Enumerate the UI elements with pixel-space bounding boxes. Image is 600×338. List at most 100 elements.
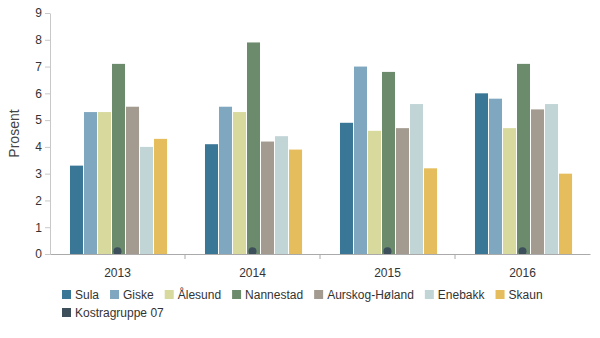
tick-mark xyxy=(45,227,50,228)
tick: 4 xyxy=(35,140,50,154)
legend-item: Giske xyxy=(110,288,154,302)
legend-label: Kostragruppe 07 xyxy=(75,306,164,320)
tick: 1 xyxy=(35,221,50,235)
marker xyxy=(384,247,392,254)
legend: Sula Giske Ålesund Nannestad Aurskog-Høland E… xyxy=(62,287,543,320)
tick: 2016 xyxy=(509,254,536,280)
tick: 3 xyxy=(35,167,50,181)
legend-swatch xyxy=(62,308,71,317)
bar xyxy=(154,139,167,254)
bar xyxy=(126,107,139,254)
bar xyxy=(382,72,395,254)
tick: 2 xyxy=(35,194,50,208)
bar xyxy=(205,144,218,254)
legend-swatch xyxy=(165,290,174,299)
tick-mark xyxy=(45,174,50,175)
bar xyxy=(410,104,423,254)
tick: 5 xyxy=(35,113,50,127)
marker xyxy=(519,247,527,254)
tick: 8 xyxy=(35,33,50,47)
tick-mark xyxy=(45,93,50,94)
bar xyxy=(140,147,153,254)
tick-mark xyxy=(45,13,50,14)
bar xyxy=(247,42,260,254)
tick-label: 2015 xyxy=(374,266,401,280)
tick-mark xyxy=(45,147,50,148)
legend-item: Kostragruppe 07 xyxy=(62,306,164,320)
tick-mark xyxy=(45,67,50,68)
legend-item: Ålesund xyxy=(165,287,221,302)
legend-swatch xyxy=(232,290,241,299)
bar xyxy=(503,128,516,254)
legend-label: Aurskog-Høland xyxy=(327,288,414,302)
marker xyxy=(114,247,122,254)
legend-item: Aurskog-Høland xyxy=(314,288,414,302)
bar xyxy=(396,128,409,254)
axis-title: Prosent xyxy=(6,109,22,157)
tick-label: 2014 xyxy=(239,266,266,280)
category-separator xyxy=(455,254,456,259)
tick-mark xyxy=(45,254,50,255)
axis-line xyxy=(50,14,51,255)
bar xyxy=(275,136,288,254)
tick: 7 xyxy=(35,60,50,74)
chart: 0 1 2 3 4 5 6 7 8 9 2013 2014 2015 2016 Prosent Sula Gis… xyxy=(0,0,600,338)
tick-label: 4 xyxy=(35,140,42,154)
bar xyxy=(424,168,437,254)
bar xyxy=(368,131,381,254)
tick: 2014 xyxy=(239,254,266,280)
bar xyxy=(489,99,502,254)
tick-label: 3 xyxy=(35,167,42,181)
tick-label: 2013 xyxy=(104,266,131,280)
legend-swatch xyxy=(314,290,323,299)
tick: 9 xyxy=(35,6,50,20)
x-axis: 2013 2014 2015 2016 xyxy=(51,254,591,280)
bar xyxy=(289,150,302,254)
legend-swatch xyxy=(425,290,434,299)
legend-label: Giske xyxy=(123,288,154,302)
bar xyxy=(98,112,111,254)
tick-label: 9 xyxy=(35,6,42,20)
tick-mark xyxy=(45,200,50,201)
bar xyxy=(545,104,558,254)
plot-marks xyxy=(70,42,572,254)
tick-label: 2016 xyxy=(509,266,536,280)
bar xyxy=(84,112,97,254)
bar xyxy=(354,67,367,254)
tick-label: 8 xyxy=(35,33,42,47)
tick: 2013 xyxy=(104,254,131,280)
bar xyxy=(112,64,125,254)
tick-mark xyxy=(45,120,50,121)
tick: 2015 xyxy=(374,254,401,280)
tick-label: 0 xyxy=(35,247,42,261)
bar xyxy=(517,64,530,254)
tick-label: 7 xyxy=(35,60,42,74)
bar xyxy=(340,123,353,254)
category-separator xyxy=(320,254,321,259)
tick-label: 6 xyxy=(35,87,42,101)
legend-swatch xyxy=(496,290,505,299)
legend-item: Sula xyxy=(62,288,99,302)
category-separator xyxy=(185,254,186,259)
legend-item: Skaun xyxy=(496,288,543,302)
bar xyxy=(219,107,232,254)
bar xyxy=(70,166,83,254)
legend-item: Nannestad xyxy=(232,288,303,302)
tick-mark xyxy=(45,40,50,41)
legend-label: Enebakk xyxy=(438,288,486,302)
tick: 6 xyxy=(35,87,50,101)
legend-swatch xyxy=(62,290,71,299)
bar xyxy=(531,109,544,254)
bar xyxy=(261,142,274,254)
legend-swatch xyxy=(110,290,119,299)
tick: 0 xyxy=(35,247,50,261)
marker xyxy=(249,247,257,254)
bar xyxy=(559,174,572,254)
tick-label: 1 xyxy=(35,221,42,235)
legend-label: Nannestad xyxy=(245,288,303,302)
legend-label: Skaun xyxy=(509,288,543,302)
legend-label: Sula xyxy=(75,288,99,302)
legend-label: Ålesund xyxy=(178,287,221,302)
y-axis: 0 1 2 3 4 5 6 7 8 9 xyxy=(35,6,50,261)
bar xyxy=(475,93,488,254)
